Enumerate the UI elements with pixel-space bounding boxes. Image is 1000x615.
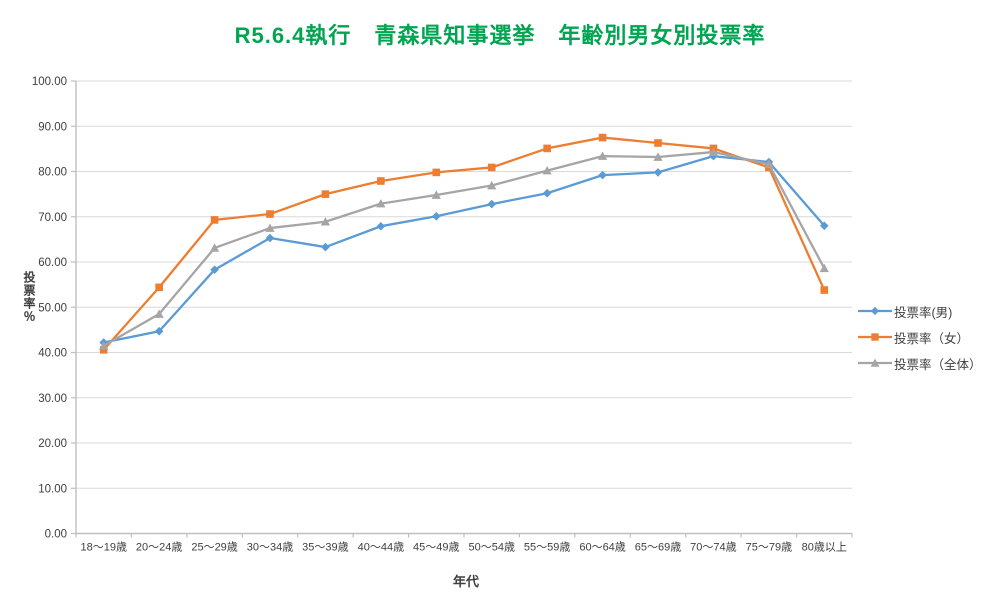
y-tick-label: 10.00: [38, 483, 67, 495]
data-point-2: [376, 199, 386, 208]
x-tick-label: 30～34歳: [247, 541, 293, 554]
data-point-1: [598, 133, 607, 142]
x-tick-label: 80歳以上: [802, 541, 847, 554]
y-tick-label: 60.00: [38, 257, 67, 269]
data-point-2: [265, 223, 275, 232]
y-tick-label: 50.00: [38, 302, 67, 314]
y-tick-label: 100.00: [32, 76, 67, 88]
x-tick-label: 50～54歳: [468, 541, 514, 554]
x-tick-label: 20～24歳: [136, 541, 182, 554]
y-tick-label: 70.00: [38, 212, 67, 224]
data-point-1: [321, 190, 330, 198]
legend-marker-shape: [871, 333, 879, 341]
data-point-0: [431, 211, 441, 221]
data-point-1: [487, 163, 496, 172]
y-tick-label: 80.00: [38, 167, 67, 179]
y-axis-title: 投票率％: [22, 271, 36, 323]
y-tick-label: 40.00: [38, 348, 67, 360]
y-tick-label: 30.00: [38, 393, 67, 405]
legend-label-2: 投票率（全体）: [894, 357, 982, 372]
data-point-2: [653, 152, 663, 161]
data-point-0: [709, 151, 718, 161]
data-point-2: [597, 151, 608, 160]
data-point-0: [653, 168, 663, 177]
series-line-1: [102, 136, 826, 351]
legend-item-2: 投票率（全体）: [858, 354, 982, 372]
legend-marker-triangle-icon: [858, 358, 892, 367]
data-point-1: [377, 177, 385, 185]
legend-marker-shape: [870, 358, 880, 367]
x-tick-label: 75～79歳: [746, 541, 792, 554]
y-tick-label: 0.00: [45, 529, 67, 541]
x-axis-title: 年代: [452, 574, 479, 589]
x-tick-label: 25～29歳: [191, 541, 237, 554]
data-point-0: [210, 265, 219, 274]
data-point-2: [99, 341, 109, 350]
data-point-2: [764, 159, 774, 169]
x-tick-label: 55～59歳: [524, 541, 570, 554]
series-line-0: [103, 154, 826, 344]
data-point-0: [321, 242, 330, 252]
data-point-2: [819, 263, 829, 273]
legend: 投票率(男) 投票率（女） 投票率（全体）: [858, 302, 982, 372]
x-tick-label: 60～64歳: [579, 541, 625, 554]
data-point-2: [431, 190, 441, 199]
data-point-1: [432, 168, 441, 177]
data-point-2: [154, 309, 164, 318]
data-point-1: [99, 345, 108, 354]
data-point-0: [487, 199, 497, 209]
data-point-0: [265, 233, 275, 243]
x-tick-label: 70～74歳: [690, 541, 736, 554]
y-tick-label: 20.00: [38, 438, 67, 450]
data-point-1: [543, 144, 551, 153]
x-tick-label: 45～49歳: [413, 541, 459, 554]
legend-item-1: 投票率（女）: [858, 328, 982, 346]
data-point-2: [542, 165, 552, 175]
data-point-1: [210, 216, 219, 224]
x-tick-label: 40～44歳: [358, 541, 404, 554]
data-point-1: [266, 210, 274, 218]
legend-label-1: 投票率（女）: [894, 331, 970, 346]
legend-item-0: 投票率(男): [858, 302, 982, 320]
data-point-2: [708, 147, 719, 156]
data-point-1: [155, 283, 163, 292]
legend-marker-square-icon: [858, 333, 892, 341]
data-point-0: [542, 188, 552, 198]
data-point-2: [487, 180, 497, 190]
series-line-2: [103, 150, 826, 347]
y-tick-label: 90.00: [38, 121, 67, 133]
data-point-0: [376, 221, 386, 231]
x-tick-label: 35～39歳: [302, 541, 348, 554]
x-tick-label: 18～19歳: [80, 541, 126, 554]
chart-title: R5.6.4執行 青森県知事選挙 年齢別男女別投票率: [234, 23, 766, 48]
data-point-0: [819, 221, 829, 231]
data-point-0: [154, 326, 164, 336]
legend-label-0: 投票率(男): [894, 305, 953, 320]
data-point-1: [654, 139, 662, 147]
x-tick-label: 65～69歳: [635, 541, 681, 554]
legend-marker-shape: [870, 306, 880, 316]
legend-marker-diamond-icon: [858, 306, 892, 316]
data-point-2: [320, 217, 331, 226]
data-point-2: [209, 243, 220, 252]
data-point-1: [820, 286, 829, 294]
data-point-0: [598, 170, 607, 180]
